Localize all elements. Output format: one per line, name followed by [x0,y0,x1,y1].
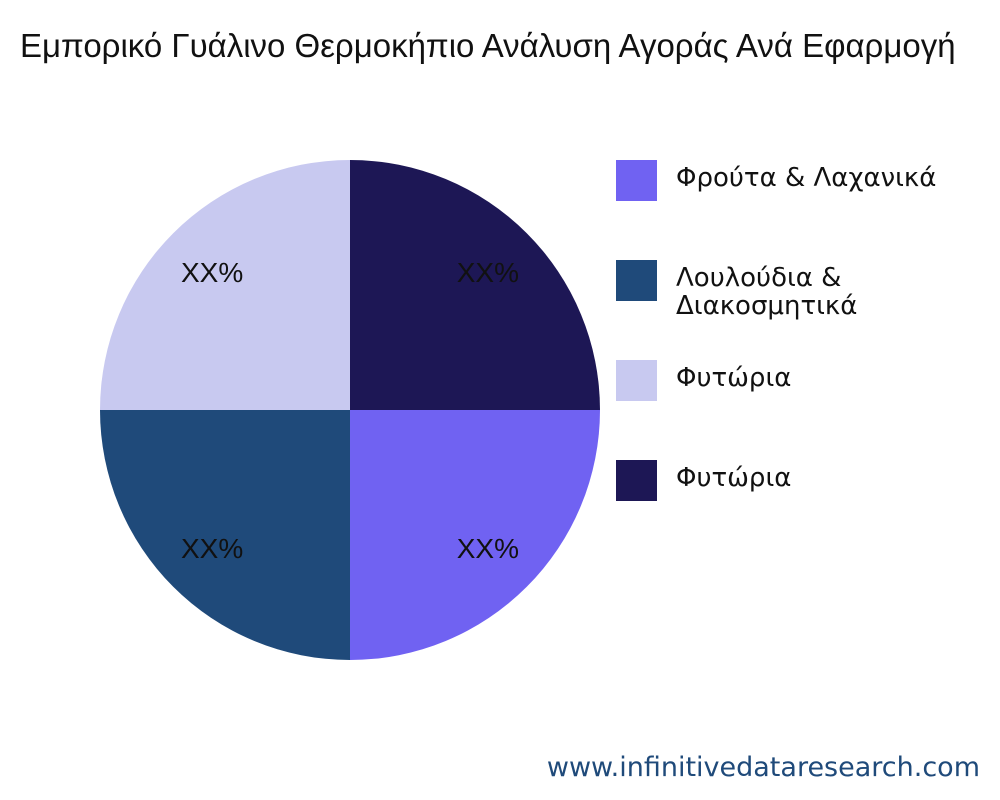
legend-swatch [616,160,657,201]
legend-label: Φρούτα & Λαχανικά [676,163,937,193]
legend-item: Λουλούδια & Διακοσμητικά [616,260,996,320]
pie-slice [100,160,350,410]
slice-label: XX% [181,533,243,564]
legend-label: Λουλούδια & Διακοσμητικά [676,263,858,321]
slice-label: XX% [457,257,519,288]
legend-item: Φυτώρια [616,460,996,501]
pie-slice [350,160,600,410]
legend-item: Φρούτα & Λαχανικά [616,160,996,201]
legend-label: Φυτώρια [676,463,792,493]
legend-label: Φυτώρια [676,363,792,393]
legend-swatch [616,360,657,401]
source-link[interactable]: www.infinitivedataresearch.com [546,752,980,783]
legend-swatch [616,260,657,301]
legend-item: Φυτώρια [616,360,996,401]
pie-slice [350,410,600,660]
slice-label: XX% [181,257,243,288]
legend-swatch [616,460,657,501]
pie-slice [100,410,350,660]
slice-label: XX% [457,533,519,564]
chart-title: Εμπορικό Γυάλινο Θερμοκήπιο Ανάλυση Αγορ… [20,27,956,64]
